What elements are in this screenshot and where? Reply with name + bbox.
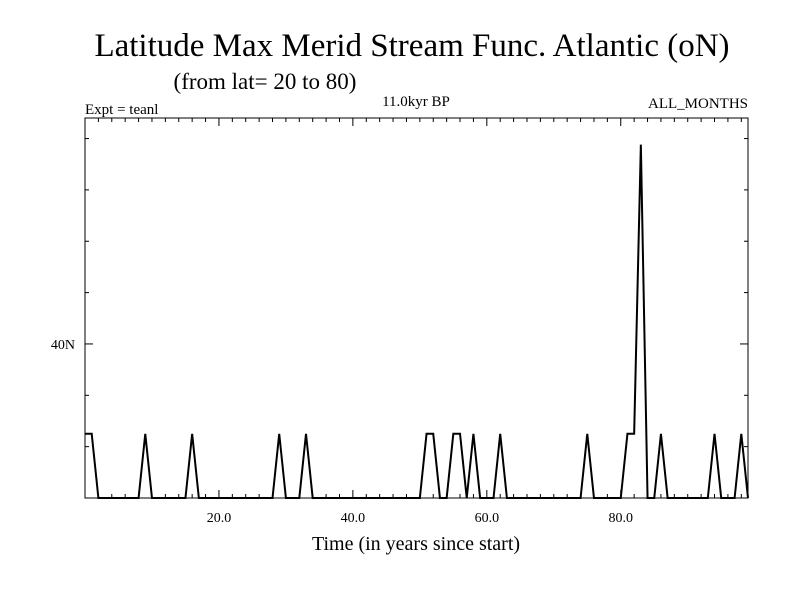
x-tick-label: 20.0 — [207, 511, 232, 526]
time-label: 11.0kyr BP — [382, 94, 450, 110]
x-tick-label: 80.0 — [609, 511, 634, 526]
plot-frame — [84, 117, 749, 499]
series-line — [85, 144, 749, 499]
chart-title: Latitude Max Merid Stream Func. Atlantic… — [94, 28, 729, 64]
x-tick-label: 40.0 — [341, 511, 366, 526]
y-tick-label: 40N — [51, 338, 75, 353]
months-label: ALL_MONTHS — [648, 96, 748, 112]
x-axis-label: Time (in years since start) — [312, 533, 520, 555]
experiment-label: Expt = teanl — [85, 102, 158, 118]
x-tick-label: 60.0 — [475, 511, 500, 526]
axis-ticks — [84, 118, 748, 499]
tick-labels: 20.0 40.0 60.0 80.0 40N — [51, 338, 633, 526]
chart-subtitle: (from lat= 20 to 80) — [174, 69, 357, 94]
